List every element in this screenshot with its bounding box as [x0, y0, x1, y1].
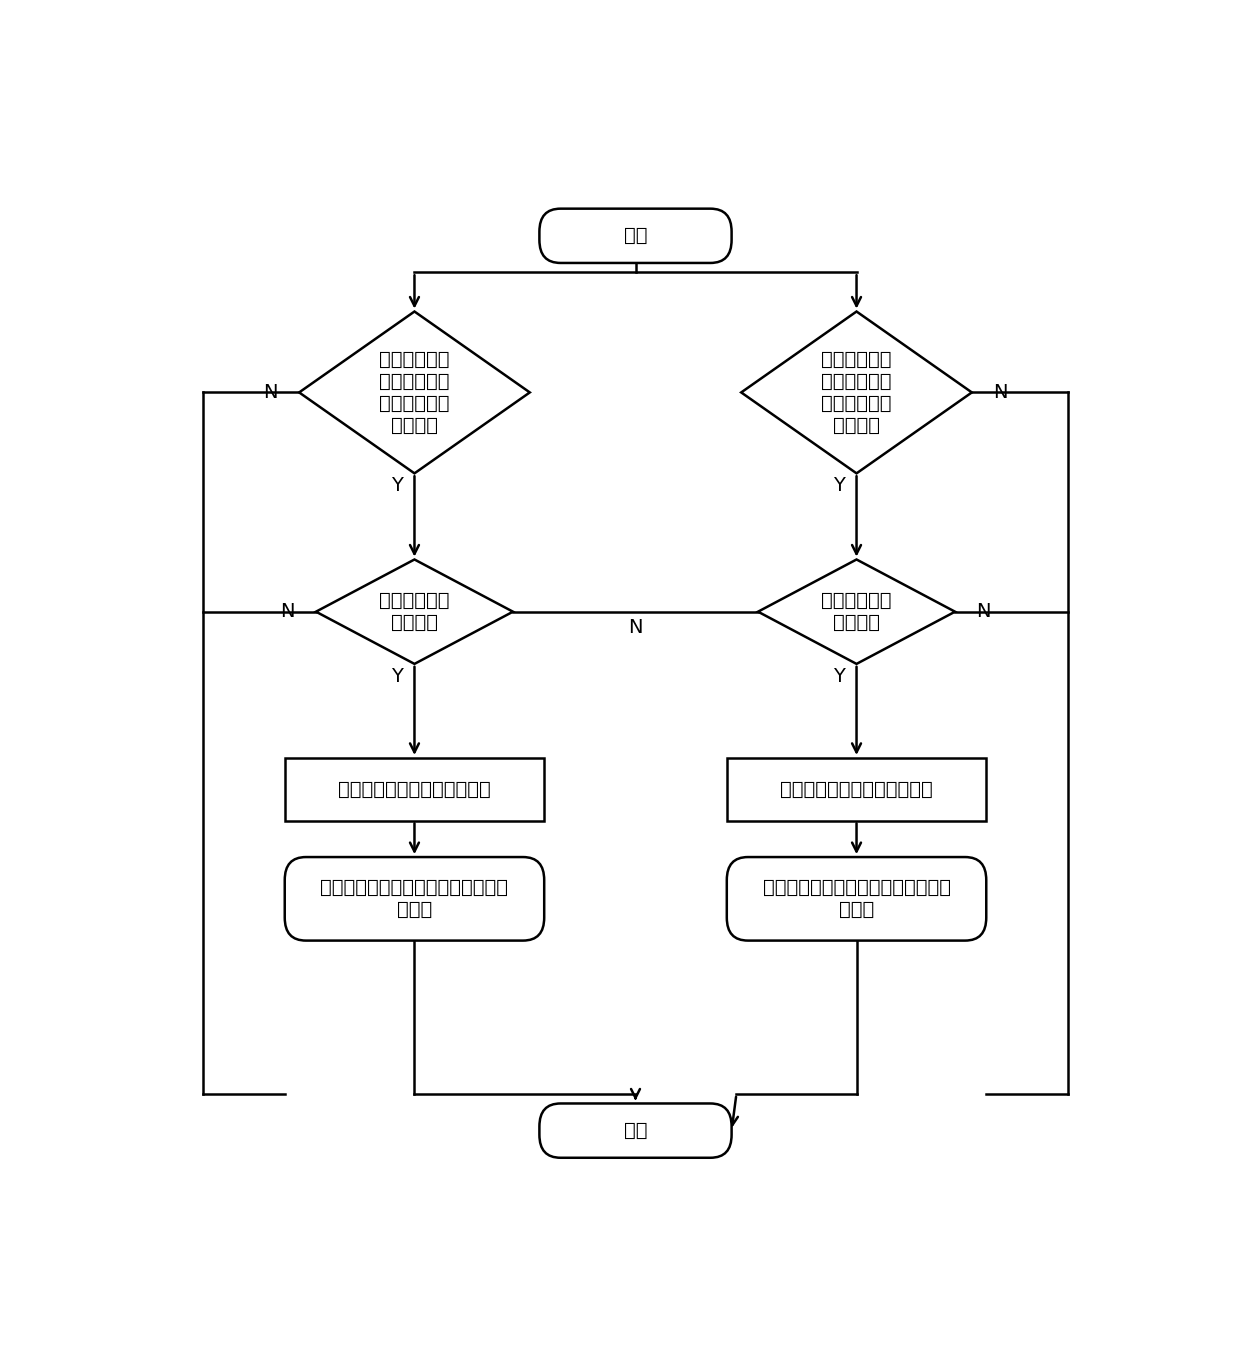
Text: 电感电流方向
为负方向: 电感电流方向 为负方向 [821, 591, 892, 632]
Text: N: N [280, 602, 295, 621]
Polygon shape [316, 560, 513, 664]
Text: 计算打开第一开关管的占空比: 计算打开第一开关管的占空比 [780, 780, 932, 799]
FancyBboxPatch shape [285, 857, 544, 941]
Text: 计算打开第四开关管的占空比: 计算打开第四开关管的占空比 [339, 780, 491, 799]
Polygon shape [758, 560, 955, 664]
Text: 开始: 开始 [624, 226, 647, 245]
Text: N: N [993, 382, 1007, 401]
FancyBboxPatch shape [727, 857, 986, 941]
Text: Y: Y [833, 476, 846, 495]
Text: N: N [629, 618, 642, 637]
Text: N: N [264, 382, 278, 401]
Text: 直流侧正母线
电容电压低于
直流侧负母线
电容电压: 直流侧正母线 电容电压低于 直流侧负母线 电容电压 [821, 350, 892, 435]
Text: 控制第一开关管闭合，实现第二开关
管断开: 控制第一开关管闭合，实现第二开关 管断开 [763, 879, 951, 919]
Text: 电感电流方向
为正方向: 电感电流方向 为正方向 [379, 591, 450, 632]
Bar [285, 758, 544, 820]
Text: 结束: 结束 [624, 1121, 647, 1140]
Text: 直流侧正母线
电容电压高于
直流侧负母线
电容电压: 直流侧正母线 电容电压高于 直流侧负母线 电容电压 [379, 350, 450, 435]
Text: Y: Y [392, 667, 403, 686]
Text: Y: Y [833, 667, 846, 686]
Text: 控制第四开关管闭合，实现第三开关
管断开: 控制第四开关管闭合，实现第三开关 管断开 [320, 879, 508, 919]
Polygon shape [299, 312, 529, 473]
Text: N: N [976, 602, 991, 621]
Bar [727, 758, 986, 820]
Polygon shape [742, 312, 972, 473]
FancyBboxPatch shape [539, 209, 732, 263]
FancyBboxPatch shape [539, 1104, 732, 1158]
Text: Y: Y [392, 476, 403, 495]
